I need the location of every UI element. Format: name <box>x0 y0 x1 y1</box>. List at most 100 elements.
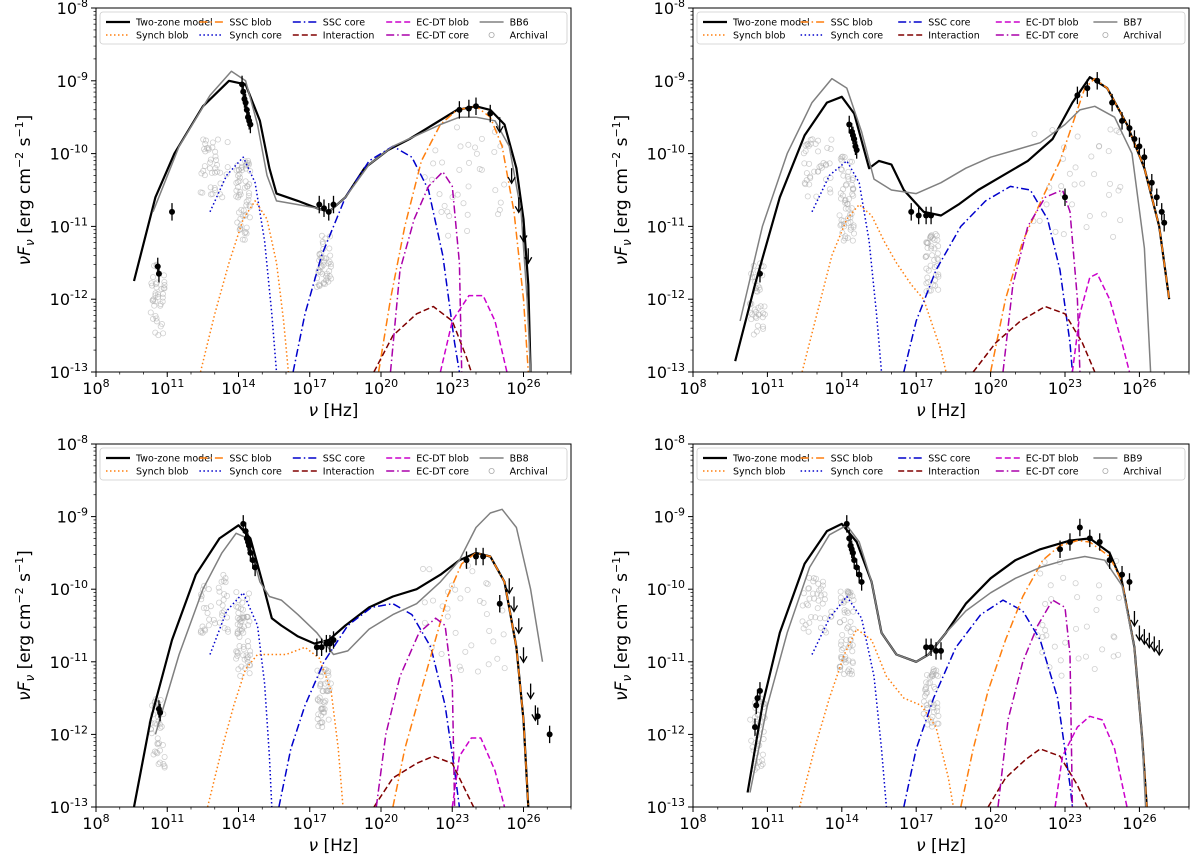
archival-point <box>934 704 941 711</box>
archival-point <box>448 582 455 589</box>
plot-area <box>746 515 1164 807</box>
archival-point <box>199 623 206 630</box>
y-tick-label: 10-9 <box>654 70 685 91</box>
archival-point <box>837 641 844 648</box>
data-point <box>843 520 850 527</box>
archival-point <box>238 206 245 213</box>
data-point <box>154 263 161 270</box>
x-tick-label: 1014 <box>825 812 859 833</box>
upper-limit-arrow <box>514 626 523 635</box>
archival-point <box>245 622 252 629</box>
upper-limit-arrow <box>1150 645 1159 653</box>
archival-point <box>444 613 451 620</box>
legend-label: Synch core <box>229 31 282 42</box>
archival-point <box>325 668 332 675</box>
series-ecdt-core <box>389 171 463 372</box>
data-point <box>546 731 553 738</box>
archival-point <box>157 301 164 308</box>
data-point <box>938 647 944 654</box>
data-point <box>1106 557 1113 564</box>
archival-point <box>1047 582 1054 589</box>
archival-point <box>161 272 168 279</box>
archival-point <box>216 191 223 198</box>
legend-label: Two-zone model <box>135 454 213 465</box>
legend-label: EC-DT core <box>1026 467 1079 478</box>
archival-point <box>246 670 253 677</box>
archival-point <box>816 587 823 594</box>
archival-point <box>430 160 437 167</box>
legend-label: Two-zone model <box>732 18 810 29</box>
archival-point <box>472 144 479 151</box>
legend-box <box>696 11 1186 45</box>
archival-point <box>161 764 168 771</box>
archival-point <box>814 605 821 612</box>
archival-point <box>465 183 472 190</box>
archival-point <box>201 146 208 153</box>
y-axis-label: νFν [erg cm−2 s−1] <box>610 115 634 266</box>
archival-point <box>207 159 214 166</box>
archival-point <box>842 199 849 206</box>
axes-frame <box>95 7 572 373</box>
archival-point <box>847 628 854 635</box>
archival-point <box>224 139 231 146</box>
archival-point <box>212 148 219 155</box>
data-point <box>330 637 337 644</box>
archival-point <box>837 588 844 595</box>
archival-point <box>457 143 464 150</box>
archival-point <box>924 274 931 281</box>
archival-point <box>236 633 243 640</box>
x-tick-label: 1014 <box>221 377 255 398</box>
series-synch-blob <box>206 646 344 807</box>
series-ecdt-blob <box>1054 715 1128 807</box>
legend-label: Synch blob <box>733 467 785 478</box>
archival-point <box>240 646 247 653</box>
archival-point <box>815 137 822 144</box>
legend-label: BB8 <box>510 454 529 465</box>
archival-point <box>245 192 252 199</box>
x-tick-label: 1020 <box>973 812 1007 833</box>
archival-point <box>464 211 471 218</box>
archival-point <box>445 232 452 239</box>
archival-point <box>234 630 241 637</box>
x-tick-label: 1017 <box>293 377 327 398</box>
archival-point <box>452 586 459 593</box>
archival-point <box>849 186 856 193</box>
archival-point <box>1048 596 1055 603</box>
x-tick-label: 1023 <box>1048 812 1082 833</box>
y-tick-label: 10-9 <box>654 506 685 527</box>
archival-point <box>242 212 249 219</box>
series-ecdt-core <box>375 617 456 807</box>
archival-point <box>160 285 167 292</box>
archival-point <box>934 250 941 257</box>
archival-point <box>212 187 219 194</box>
archival-point <box>850 608 857 615</box>
data-point <box>1126 125 1133 132</box>
data-point <box>851 557 858 564</box>
archival-point <box>244 595 251 602</box>
archival-point <box>827 146 834 153</box>
archival-point <box>155 761 162 768</box>
archival-point <box>846 196 853 203</box>
x-tick-label: 1026 <box>506 812 540 833</box>
archival-point <box>819 578 826 585</box>
data-point <box>242 528 249 535</box>
series-synch-core <box>811 160 883 372</box>
archival-point <box>215 584 222 591</box>
series-interaction <box>972 305 1096 372</box>
series-bb <box>154 508 544 735</box>
legend-label: SSC blob <box>831 18 873 29</box>
archival-point <box>759 314 766 321</box>
series-synch-core <box>811 595 888 807</box>
axes-frame <box>692 443 1190 808</box>
archival-point <box>754 322 761 329</box>
archival-point <box>239 236 246 243</box>
y-tick-label: 10-12 <box>647 723 685 744</box>
data-point <box>487 110 494 117</box>
archival-point <box>241 236 248 243</box>
archival-point <box>851 230 858 237</box>
archival-point <box>239 626 246 633</box>
archival-point <box>1106 180 1113 187</box>
data-point <box>1062 194 1068 201</box>
archival-point <box>460 200 467 207</box>
archival-point <box>927 679 934 686</box>
